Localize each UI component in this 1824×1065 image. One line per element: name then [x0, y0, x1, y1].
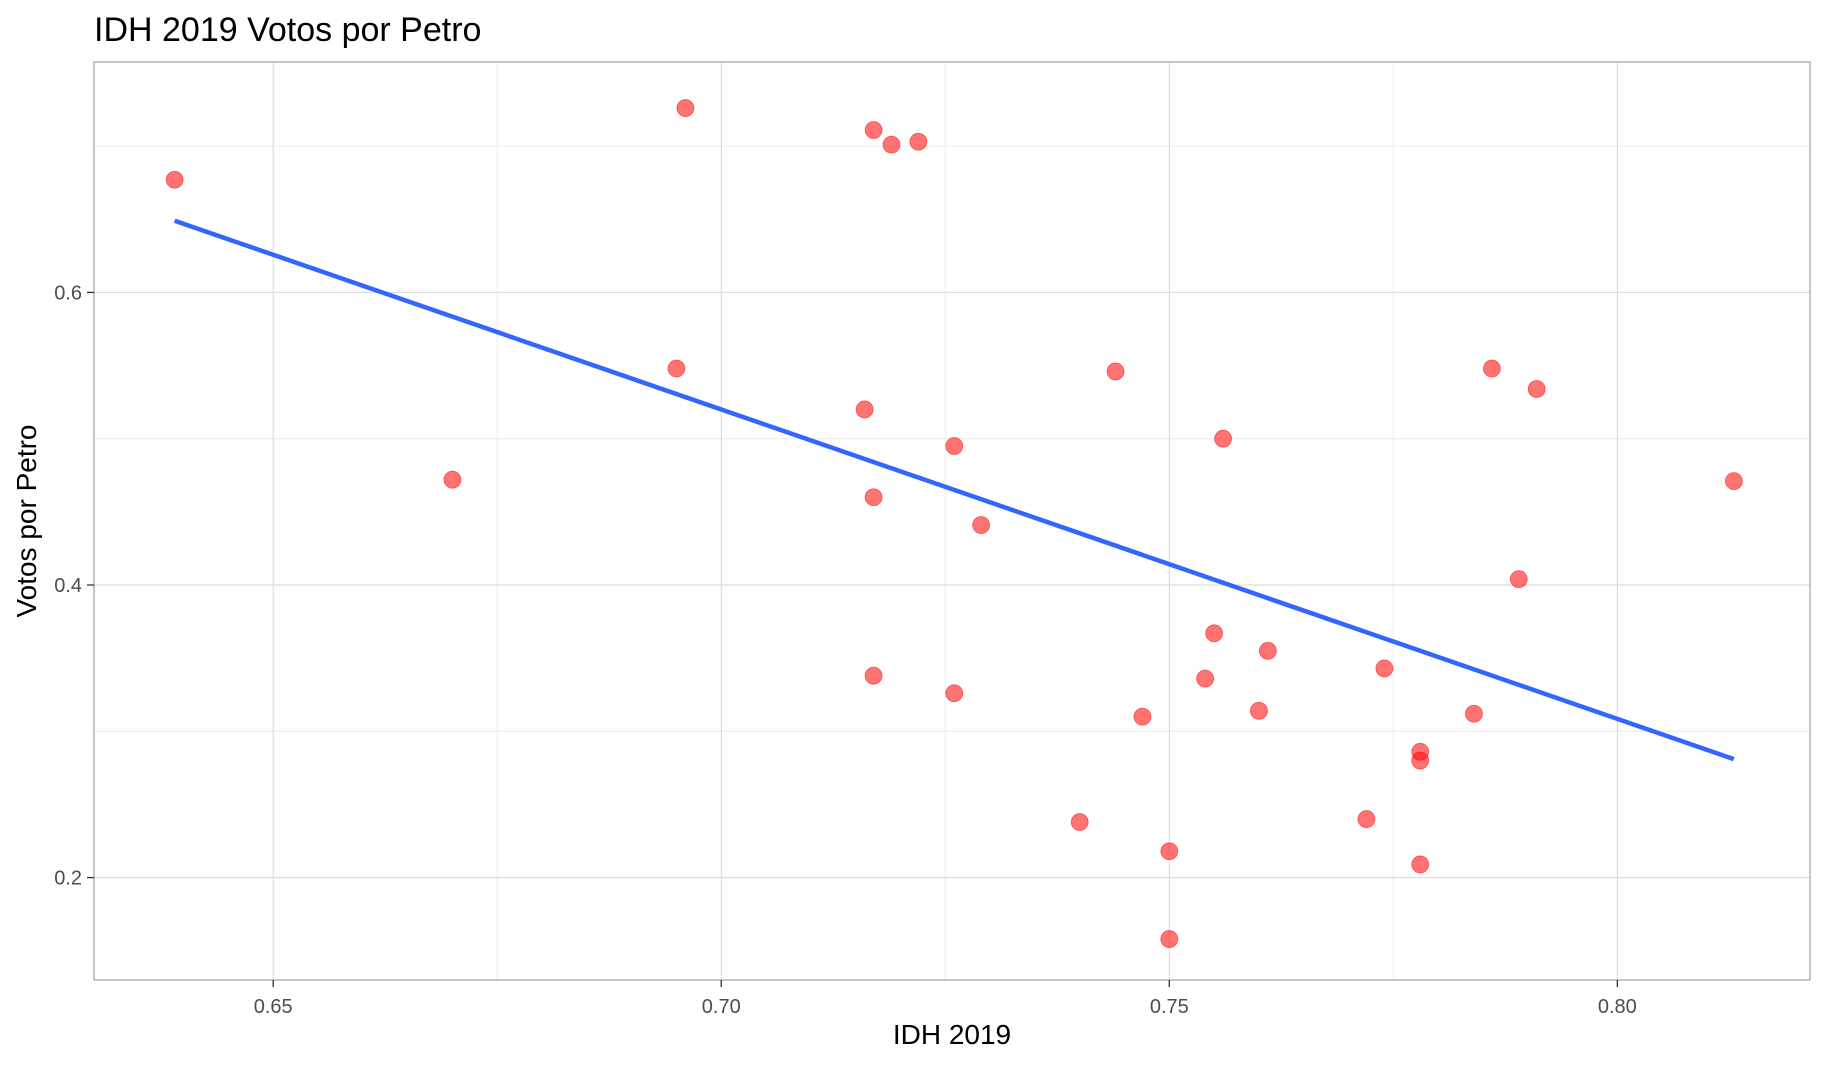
data-point [1357, 810, 1376, 828]
points-layer [165, 99, 1743, 948]
chart-title: IDH 2019 Votos por Petro [94, 11, 481, 49]
data-point [1411, 855, 1430, 874]
data-point [1482, 359, 1501, 378]
trend-line-layer [173, 218, 1735, 762]
x-axis-title: IDH 2019 [893, 1019, 1011, 1050]
data-point [1375, 659, 1394, 678]
data-point [1133, 707, 1152, 726]
data-point [1509, 570, 1528, 589]
data-point [882, 135, 901, 154]
data-point [945, 437, 964, 455]
data-point [945, 684, 964, 703]
data-point [909, 132, 928, 151]
data-point [1214, 429, 1232, 448]
data-point [855, 400, 874, 419]
y-axis-title: Votos por Petro [11, 424, 42, 617]
data-point [165, 170, 184, 189]
y-axis-ticks: 0.2 0.4 0.6 [54, 282, 94, 890]
x-tick-label: 0.75 [1150, 996, 1189, 1018]
x-tick-label: 0.65 [254, 996, 293, 1018]
data-point [864, 666, 883, 685]
plot-panel-border [93, 61, 1811, 981]
data-point [1527, 380, 1546, 398]
minor-gridlines [94, 62, 1810, 980]
data-point [1196, 669, 1215, 688]
data-point [1411, 751, 1430, 770]
data-point [676, 99, 695, 117]
data-point [1160, 842, 1179, 861]
data-point [1106, 362, 1125, 381]
data-point [1465, 704, 1483, 723]
data-point [1724, 472, 1743, 491]
x-tick-label: 0.70 [702, 996, 741, 1018]
data-point [1258, 641, 1277, 660]
major-gridlines [94, 62, 1810, 980]
y-tick-label: 0.2 [54, 868, 82, 890]
x-axis-ticks: 0.65 0.70 0.75 0.80 [254, 980, 1637, 1018]
data-point [1070, 813, 1089, 831]
x-tick-label: 0.80 [1598, 996, 1637, 1018]
data-point [1160, 930, 1179, 948]
data-point [972, 516, 991, 534]
data-point [1250, 701, 1268, 720]
data-point [667, 359, 686, 378]
data-point [443, 470, 462, 489]
data-point [864, 121, 883, 139]
trend-line [173, 218, 1735, 762]
y-tick-label: 0.6 [54, 282, 82, 304]
data-point [1205, 624, 1224, 643]
data-point [864, 488, 883, 507]
y-tick-label: 0.4 [54, 575, 82, 597]
